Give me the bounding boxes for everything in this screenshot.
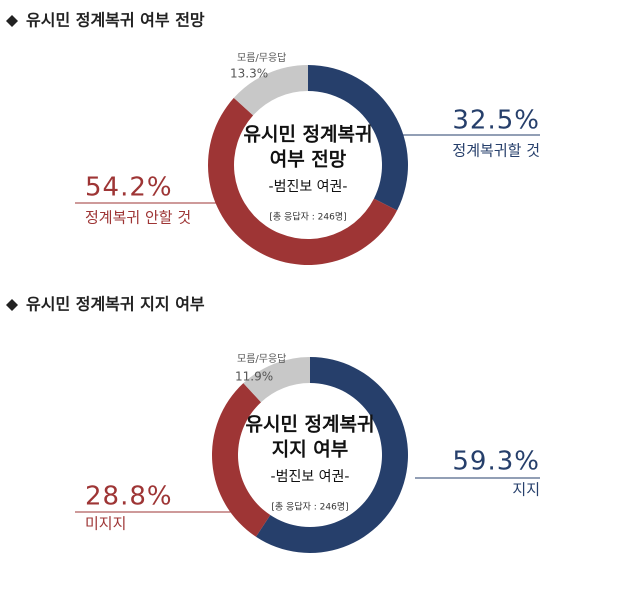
- value-label: 11.9%: [235, 370, 273, 384]
- value-label: 54.2%: [85, 173, 173, 203]
- center-note: [총 응답자 : 246명]: [271, 501, 348, 513]
- value-label: 59.3%: [452, 447, 540, 477]
- donut-segment: [207, 97, 398, 266]
- donut-segment: [212, 383, 271, 537]
- center-text: 유시민 정계복귀: [246, 414, 375, 436]
- category-label: 모름/무응답: [237, 353, 286, 365]
- center-note: [총 응답자 : 246명]: [269, 211, 346, 223]
- category-label: 미지지: [85, 515, 126, 533]
- heading: 유시민 정계복귀 지지 여부: [26, 295, 205, 314]
- category-label: 지지: [512, 481, 540, 499]
- center-text: 유시민 정계복귀: [244, 124, 373, 146]
- donut-segment: [243, 357, 310, 403]
- donut-segment: [255, 357, 409, 554]
- category-label: 모름/무응답: [237, 52, 286, 64]
- donut-segment: [308, 65, 408, 211]
- heading-bullet: [6, 15, 18, 27]
- value-label: 32.5%: [452, 106, 540, 136]
- category-label: 정계복귀할 것: [452, 142, 540, 160]
- center-text: 여부 전망: [270, 149, 347, 171]
- heading: 유시민 정계복귀 여부 전망: [26, 11, 205, 30]
- value-label: 28.8%: [85, 482, 173, 512]
- heading-bullet: [6, 299, 18, 311]
- category-label: 정계복귀 안할 것: [85, 209, 191, 227]
- center-text: -범진보 여권-: [271, 469, 350, 485]
- value-label: 13.3%: [230, 67, 268, 81]
- center-text: -범진보 여권-: [269, 179, 348, 195]
- donut-segment: [233, 65, 308, 116]
- center-text: 지지 여부: [272, 439, 349, 461]
